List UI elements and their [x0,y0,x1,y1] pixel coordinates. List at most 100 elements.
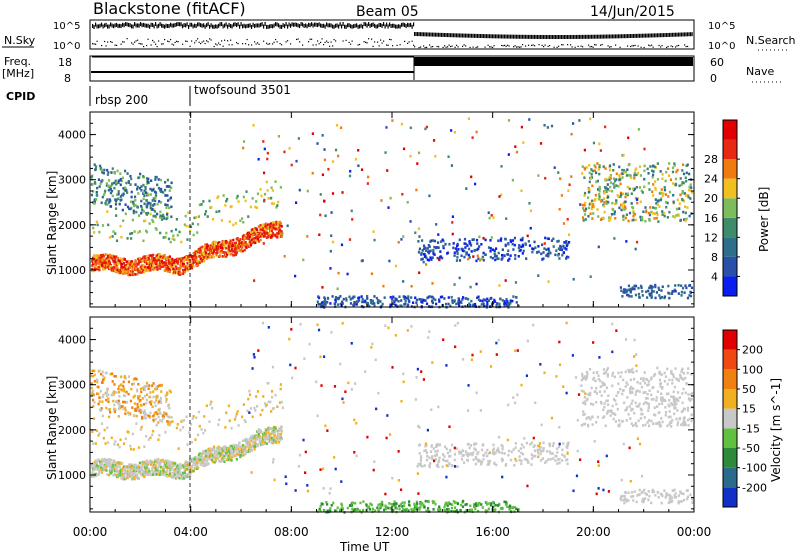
power-cell [188,266,191,270]
power-cell [640,286,643,290]
velocity-cell [93,462,96,466]
power-cell [495,303,498,307]
nsky-point [499,34,501,39]
power-cell [340,243,344,247]
power-cell [451,299,454,302]
power-cell [147,262,150,265]
power-cell [680,284,683,287]
velocity-cell [110,372,114,376]
nsky-point [414,32,416,36]
power-cell [323,297,327,301]
power-cell [115,193,119,197]
power-cell [608,168,612,172]
velocity-cell [264,427,267,431]
power-cell [492,216,495,219]
velocity-cell [96,378,99,382]
nsearch-point [230,39,232,41]
power-cell [244,240,247,244]
nsky-point [393,23,395,28]
power-cell [251,197,254,200]
nsearch-point [101,44,103,47]
power-cell [232,223,235,227]
power-cell [286,224,289,228]
power-cell [660,197,663,200]
velocity-cell [165,393,168,397]
power-cell [397,299,400,303]
power-cell [583,167,587,171]
power-cell [400,304,403,308]
velocity-cell [172,461,175,465]
power-cell [368,304,371,308]
velocity-cell [91,369,94,373]
power-cell [637,292,641,296]
power-cell [394,297,397,301]
power-cell [656,199,659,203]
power-cell [146,204,149,207]
power-cell [489,249,492,253]
power-cell [302,258,305,262]
power-cell [482,236,485,240]
power-cell [385,126,388,129]
nsearch-point [120,43,122,45]
power-cell [111,167,114,170]
velocity-cell [124,412,127,416]
power-cell [121,267,124,271]
power-colorbar-swatch [723,178,737,199]
power-cell [429,256,432,259]
power-cell [167,237,171,241]
velocity-cell [175,426,179,430]
velocity-cell [101,370,104,374]
power-cell [497,239,500,243]
power-cell [634,247,637,251]
velocity-cell [170,463,173,467]
power-cell [470,250,473,253]
freq-panel: Freq. [MHz] 18 8 60 0 Nave [2,55,784,85]
power-cell [594,193,597,197]
nsky-point [573,34,575,39]
power-cell [108,236,112,239]
nsky-point [293,22,295,27]
velocity-cell [161,465,164,469]
nsearch-point [676,45,678,47]
nsearch-point [640,46,642,48]
nsky-point [649,33,651,38]
power-cell [259,224,262,227]
nsearch-point [276,41,278,43]
nsearch-point [672,46,674,48]
power-cell [470,175,473,179]
velocity-cell [166,469,169,473]
nsearch-point [633,45,635,47]
power-cell [263,234,267,238]
power-cell [644,206,647,209]
nsearch-point [161,43,163,45]
power-cell [145,254,149,258]
velocity-cell [135,469,138,473]
velocity-cell [212,445,216,449]
velocity-cell [181,471,185,475]
nsearch-point [553,46,555,48]
nsky-point [541,34,543,39]
nsearch-point [516,46,518,48]
power-cell [544,236,547,240]
velocity-cell [211,449,214,453]
velocity-cell [157,462,160,465]
power-cell [115,239,119,243]
power-cell [528,118,531,121]
nsky-point [215,24,217,29]
velocity-cell [126,474,129,478]
power-cell [115,261,119,264]
nsearch-point [426,46,428,48]
nsky-point [246,23,248,28]
velocity-cell [138,409,141,413]
power-cell [598,187,602,191]
power-cell [227,247,230,251]
power-cell [215,210,218,214]
velocity-cell [92,398,95,402]
power-cell [418,271,421,275]
velocity-cell [234,415,238,418]
velocity-cell [216,455,219,459]
velocity-cell [181,419,184,423]
power-cell [623,208,626,211]
power-cell [615,172,618,176]
